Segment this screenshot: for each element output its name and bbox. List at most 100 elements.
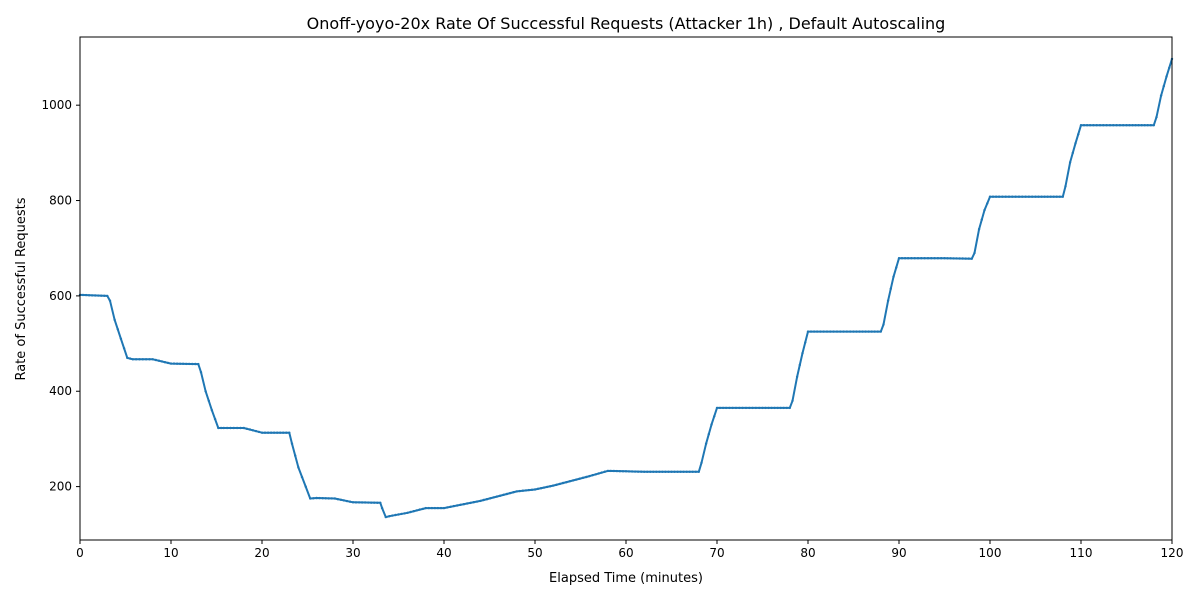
data-point <box>188 362 191 366</box>
data-point <box>430 506 434 510</box>
data-point <box>210 409 214 412</box>
data-point <box>980 218 983 221</box>
data-point <box>84 293 88 297</box>
data-point <box>1031 195 1034 198</box>
data-point <box>229 426 232 430</box>
data-point <box>1098 124 1102 127</box>
data-point <box>578 477 581 480</box>
x-tick-label: 40 <box>436 546 451 560</box>
data-point <box>248 428 252 431</box>
data-point <box>103 294 106 297</box>
y-tick-label: 1000 <box>41 98 72 112</box>
data-point <box>1027 195 1031 198</box>
x-axis-label: Elapsed Time (minutes) <box>549 571 703 586</box>
data-point <box>655 470 658 473</box>
data-point <box>424 506 427 510</box>
data-point <box>527 488 531 492</box>
data-point <box>806 330 810 333</box>
data-point <box>879 330 882 333</box>
data-point <box>345 499 349 503</box>
data-point <box>391 514 394 517</box>
data-point <box>845 330 849 333</box>
data-point <box>1046 195 1049 198</box>
data-point <box>1074 142 1077 145</box>
data-point <box>943 257 946 260</box>
data-point <box>661 470 664 473</box>
data-point <box>748 406 751 410</box>
data-point <box>312 497 315 500</box>
data-point <box>363 501 367 504</box>
data-point <box>609 469 612 473</box>
data-point <box>533 488 537 491</box>
data-point <box>1092 124 1095 127</box>
data-point <box>1082 124 1086 127</box>
x-tick-label: 70 <box>709 546 724 560</box>
data-point <box>1055 195 1058 198</box>
data-point <box>100 294 103 297</box>
data-point <box>512 491 515 494</box>
x-tick-label: 100 <box>979 546 1002 560</box>
data-point <box>731 406 734 410</box>
data-point <box>446 506 449 509</box>
data-point <box>462 503 466 506</box>
data-point <box>923 257 926 260</box>
data-point <box>704 442 708 445</box>
data-point <box>1140 124 1143 127</box>
data-point <box>676 470 679 473</box>
data-point <box>630 470 634 473</box>
data-point <box>475 500 479 503</box>
data-point <box>336 498 339 501</box>
x-tick-label: 80 <box>800 546 815 560</box>
data-point <box>367 501 370 504</box>
data-point <box>1001 195 1004 198</box>
data-point <box>685 470 688 473</box>
data-point <box>892 275 895 278</box>
data-point <box>1128 124 1131 127</box>
data-point <box>505 492 509 496</box>
data-point <box>728 406 731 410</box>
data-point <box>597 472 600 475</box>
data-point <box>1034 195 1037 198</box>
data-point <box>479 499 482 503</box>
data-point <box>394 513 397 517</box>
data-point <box>895 266 898 269</box>
data-point <box>539 487 543 490</box>
data-point <box>646 470 649 473</box>
data-point <box>282 431 285 434</box>
data-point <box>126 356 129 360</box>
data-point <box>741 406 744 410</box>
data-point <box>297 466 300 469</box>
data-point <box>652 470 655 473</box>
data-point <box>502 493 505 496</box>
data-point <box>906 257 910 260</box>
data-point <box>986 202 989 205</box>
data-point <box>1115 124 1118 127</box>
data-point <box>649 470 652 473</box>
data-point <box>160 360 164 363</box>
data-point <box>499 494 502 497</box>
data-point <box>882 323 885 326</box>
data-point <box>1024 195 1027 198</box>
data-point <box>889 287 892 290</box>
data-point <box>738 406 741 410</box>
data-point <box>829 330 832 333</box>
data-point <box>254 429 258 433</box>
data-point <box>1011 195 1014 198</box>
data-point <box>509 491 512 495</box>
data-point <box>618 470 622 473</box>
data-point <box>612 469 616 473</box>
data-point <box>721 406 725 410</box>
data-point <box>141 358 144 361</box>
data-point <box>276 431 279 434</box>
data-point <box>342 499 346 502</box>
data-point <box>185 362 188 366</box>
data-point <box>591 474 594 477</box>
data-point <box>373 501 376 504</box>
data-point <box>232 426 235 430</box>
data-point <box>1125 124 1128 127</box>
data-point <box>1159 94 1163 97</box>
data-point <box>688 470 691 473</box>
data-point <box>667 470 670 473</box>
data-point <box>991 195 995 198</box>
